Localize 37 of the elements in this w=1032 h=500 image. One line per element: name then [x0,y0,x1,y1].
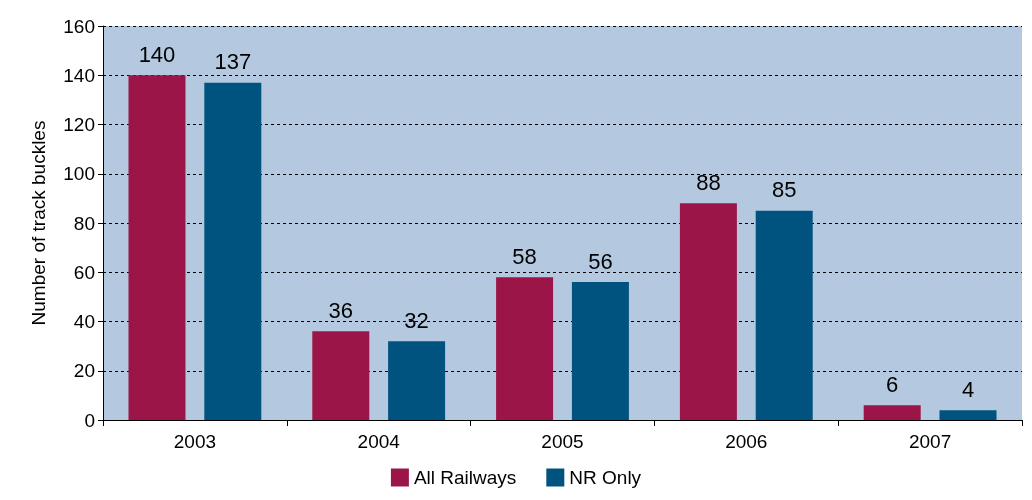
y-axis-title: Number of track buckles [28,120,49,326]
y-tick-label: 0 [84,409,95,431]
x-tick-label: 2005 [541,431,584,452]
data-label: 36 [328,297,354,323]
legend-label: NR Only [569,467,642,488]
bar [571,282,629,420]
data-label: 88 [696,169,721,195]
y-tick-label: 40 [73,311,95,332]
x-tick-label: 2004 [357,431,401,452]
data-label: 58 [512,243,537,269]
bar [496,277,554,420]
bar [863,405,921,420]
y-tick-label: 80 [73,212,95,234]
legend-label: All Railways [413,467,517,488]
y-tick-label: 20 [73,360,95,382]
x-tick-label: 2007 [908,431,952,452]
bar [128,75,186,420]
y-tick-label: 160 [63,15,95,37]
bar [204,82,262,420]
y-tick-label: 140 [63,64,95,86]
x-tick-label: 2003 [173,431,217,452]
bar [679,203,737,420]
y-tick-label: 60 [73,261,95,283]
data-label: 4 [961,376,975,402]
bar [755,210,813,420]
data-label: 56 [588,248,613,274]
y-tick-label: 120 [63,114,95,135]
data-label: 6 [886,371,899,397]
bar [312,331,370,420]
data-label: 32 [404,307,429,333]
data-label: 85 [771,177,797,203]
y-tick-label: 100 [63,163,95,185]
data-label: 140 [138,41,176,67]
bar [388,341,446,420]
bar [939,410,997,420]
data-label: 137 [214,49,252,75]
x-tick-label: 2006 [725,431,768,452]
